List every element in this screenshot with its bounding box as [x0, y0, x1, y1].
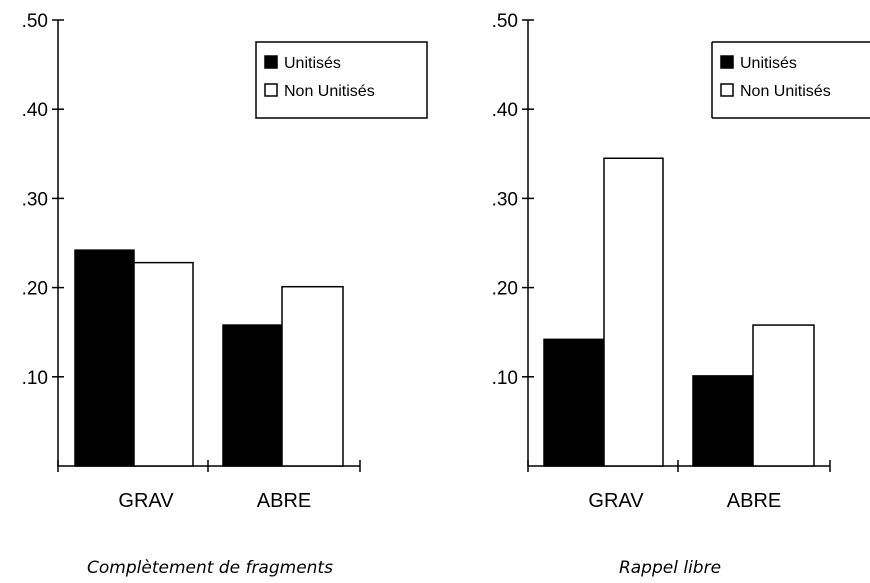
- category-label: ABRE: [727, 490, 781, 512]
- legend-swatch: [264, 83, 278, 97]
- bar-grav-non-unitises: [133, 261, 194, 467]
- bar-abre-unitises: [222, 324, 283, 467]
- category-label: GRAV: [588, 490, 644, 512]
- chart-caption: Rappel libre: [619, 558, 721, 578]
- bar-grav-unitises: [74, 249, 135, 467]
- category-label: ABRE: [257, 490, 311, 512]
- legend-swatch: [264, 55, 278, 69]
- legend-label: Non Unitisés: [740, 83, 831, 100]
- y-tick-label: .50: [492, 11, 518, 32]
- category-label: GRAV: [118, 490, 174, 512]
- legend-label: Unitisés: [740, 55, 797, 72]
- y-tick-label: .30: [22, 189, 48, 210]
- bar-abre-non-unitises: [281, 285, 344, 467]
- legend-box: [255, 41, 428, 119]
- bar-grav-non-unitises: [603, 157, 664, 467]
- y-tick-label: .50: [22, 11, 48, 32]
- y-tick-label: .20: [22, 279, 48, 300]
- legend: Unitisés Non Unitisés: [711, 41, 870, 119]
- y-tick-label: .10: [22, 368, 48, 389]
- legend-swatch: [720, 83, 734, 97]
- bar-abre-unitises: [692, 375, 754, 467]
- bar-abre-non-unitises: [752, 324, 815, 467]
- chart-rappel: .10 .20 .30 .40 .50 GRAV ABRE Unitisés Non Uniti…: [492, 11, 870, 578]
- y-tick-label: .40: [492, 100, 518, 121]
- legend-label: Unitisés: [284, 55, 341, 72]
- y-tick-label: .40: [22, 100, 48, 121]
- y-tick-label: .10: [492, 368, 518, 389]
- chart-caption: Complètement de fragments: [87, 558, 333, 578]
- y-tick-label: .20: [492, 279, 518, 300]
- legend-label: Non Unitisés: [284, 83, 375, 100]
- chart-complètement: .10 .20 .30 .40 .50 GRAV ABRE Unitisés Non Uniti…: [22, 11, 428, 578]
- legend: Unitisés Non Unitisés: [255, 41, 428, 119]
- y-tick-label: .30: [492, 189, 518, 210]
- legend-swatch: [720, 55, 734, 69]
- bar-grav-unitises: [543, 338, 605, 467]
